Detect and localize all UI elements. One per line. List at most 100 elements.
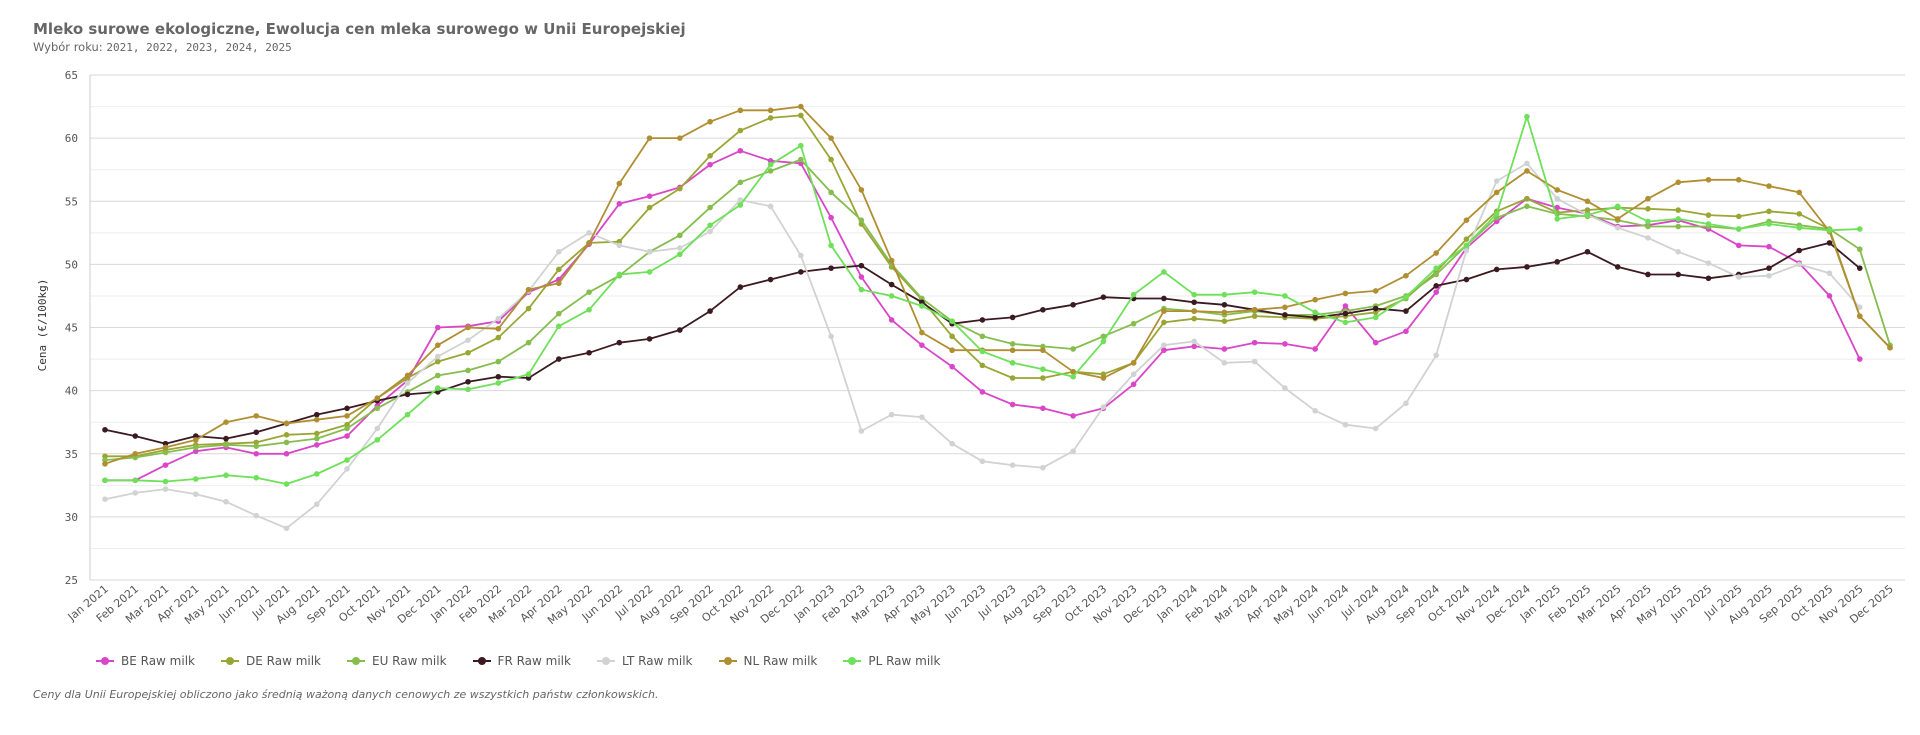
series-lt bbox=[102, 160, 1863, 532]
data-point bbox=[192, 444, 199, 451]
data-point bbox=[313, 501, 320, 508]
data-point bbox=[1312, 408, 1318, 414]
legend-item[interactable]: DE Raw milk bbox=[221, 654, 321, 668]
y-tick-label: 50 bbox=[65, 258, 78, 271]
data-point bbox=[1705, 260, 1712, 266]
legend-marker-icon bbox=[96, 656, 114, 666]
data-point bbox=[1009, 314, 1016, 321]
data-point bbox=[979, 362, 986, 369]
data-point bbox=[1009, 462, 1016, 468]
data-point bbox=[1554, 195, 1561, 202]
data-point bbox=[798, 103, 804, 110]
data-point bbox=[737, 179, 744, 186]
data-point bbox=[616, 200, 623, 207]
data-point bbox=[1766, 243, 1772, 250]
legend-marker-icon bbox=[472, 656, 491, 666]
data-point bbox=[1040, 307, 1046, 313]
data-point bbox=[949, 333, 955, 340]
data-point bbox=[888, 411, 895, 418]
data-point bbox=[1403, 308, 1409, 314]
data-point bbox=[1403, 400, 1409, 407]
data-point bbox=[1282, 304, 1288, 311]
data-point bbox=[1282, 385, 1288, 391]
data-point bbox=[858, 428, 865, 434]
data-point bbox=[1584, 248, 1591, 255]
data-point bbox=[223, 435, 229, 442]
data-point bbox=[313, 430, 320, 437]
data-point bbox=[1191, 315, 1197, 322]
data-point bbox=[586, 349, 592, 356]
data-point bbox=[1735, 176, 1742, 183]
legend-label: BE Raw milk bbox=[121, 654, 195, 668]
data-point bbox=[253, 443, 260, 449]
data-point bbox=[1796, 224, 1803, 231]
data-point bbox=[1070, 413, 1076, 419]
series-group bbox=[102, 103, 1893, 532]
data-point bbox=[979, 317, 986, 323]
data-point bbox=[1342, 310, 1349, 317]
data-point bbox=[1282, 341, 1288, 347]
data-point bbox=[344, 457, 350, 463]
data-point bbox=[1372, 314, 1379, 321]
data-point bbox=[858, 262, 865, 269]
data-point bbox=[192, 437, 199, 443]
data-point bbox=[1645, 195, 1651, 202]
data-point bbox=[767, 161, 774, 168]
data-point bbox=[707, 228, 713, 235]
series-nl bbox=[102, 103, 1893, 467]
data-point bbox=[707, 118, 713, 125]
data-point bbox=[1221, 360, 1228, 366]
data-point bbox=[1100, 294, 1107, 301]
data-point bbox=[344, 433, 350, 439]
data-point bbox=[979, 458, 986, 465]
data-point bbox=[1372, 339, 1379, 346]
data-point bbox=[1524, 195, 1530, 202]
data-point bbox=[737, 107, 744, 114]
legend-item[interactable]: PL Raw milk bbox=[843, 654, 940, 668]
data-point bbox=[646, 204, 653, 211]
data-point bbox=[1463, 217, 1470, 223]
data-point bbox=[828, 214, 834, 221]
subtitle-years: 2021, 2022, 2023, 2024, 2025 bbox=[106, 41, 292, 54]
data-point bbox=[767, 107, 774, 114]
data-point bbox=[344, 405, 350, 412]
data-point bbox=[253, 512, 260, 519]
data-point bbox=[828, 156, 834, 163]
data-point bbox=[1493, 189, 1500, 196]
data-point bbox=[556, 248, 562, 255]
data-point bbox=[1433, 352, 1439, 359]
data-point bbox=[1191, 299, 1197, 306]
legend-item[interactable]: LT Raw milk bbox=[596, 654, 693, 668]
data-point bbox=[1584, 212, 1591, 218]
data-point bbox=[434, 358, 441, 365]
data-point bbox=[1040, 347, 1046, 354]
data-point bbox=[1493, 266, 1500, 273]
data-point bbox=[1645, 223, 1651, 230]
data-point bbox=[1645, 218, 1651, 225]
data-point bbox=[495, 380, 502, 386]
data-point bbox=[434, 372, 441, 379]
legend-label: FR Raw milk bbox=[497, 654, 571, 668]
data-point bbox=[1614, 224, 1621, 231]
data-point bbox=[1493, 178, 1500, 184]
data-point bbox=[1826, 270, 1833, 277]
data-point bbox=[223, 498, 229, 505]
data-point bbox=[1766, 265, 1772, 271]
data-point bbox=[798, 269, 804, 275]
legend-item[interactable]: NL Raw milk bbox=[718, 654, 817, 668]
data-point bbox=[1735, 226, 1742, 232]
data-point bbox=[798, 252, 804, 259]
data-point bbox=[707, 204, 713, 211]
data-point bbox=[1675, 223, 1682, 230]
data-point bbox=[586, 240, 592, 246]
data-point bbox=[828, 189, 834, 196]
data-point bbox=[1524, 113, 1530, 120]
data-point bbox=[1372, 425, 1379, 432]
legend-item[interactable]: BE Raw milk bbox=[96, 654, 195, 668]
data-point bbox=[828, 242, 834, 249]
legend-item[interactable]: FR Raw milk bbox=[472, 654, 571, 668]
data-point bbox=[556, 356, 562, 362]
data-point bbox=[707, 161, 713, 168]
data-point bbox=[344, 413, 350, 419]
legend-item[interactable]: EU Raw milk bbox=[347, 654, 447, 668]
